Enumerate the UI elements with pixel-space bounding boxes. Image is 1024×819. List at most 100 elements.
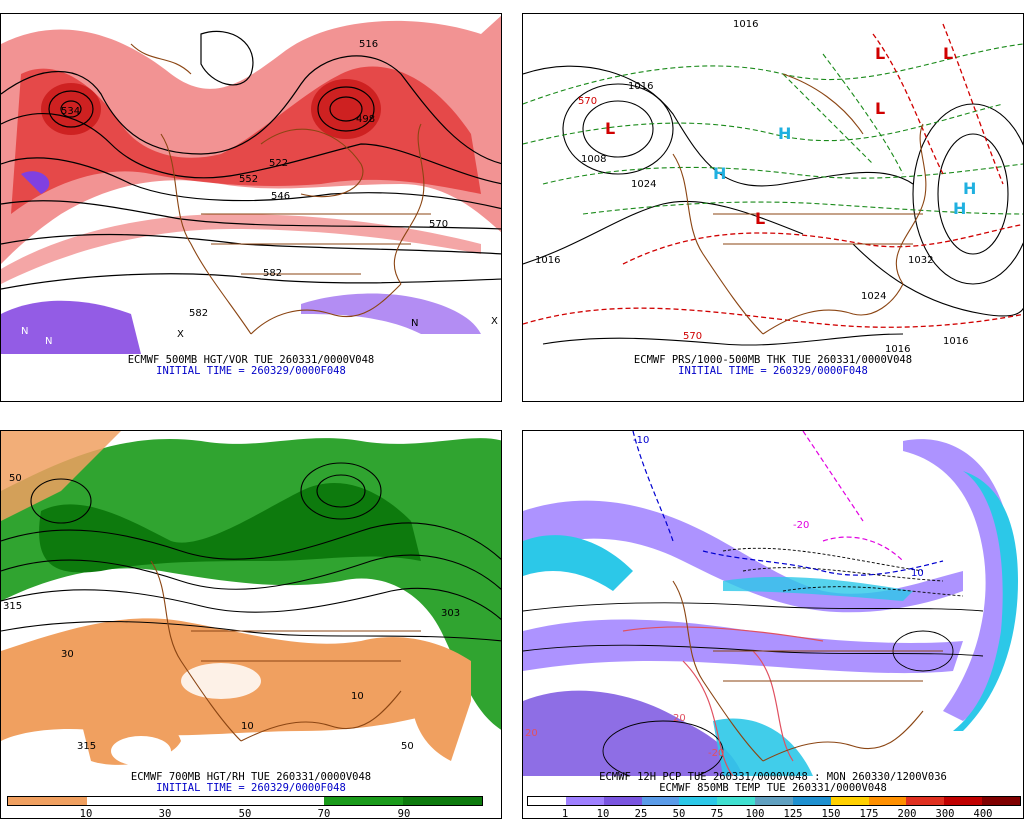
rh-colorbar-swatches — [7, 796, 483, 806]
vorticity-min-symbol: N — [21, 326, 28, 337]
colorbar-swatch — [603, 797, 642, 805]
caption: ECMWF 700MB HGT/RH TUE 260331/0000V048 I… — [1, 772, 501, 794]
map-700mb-hgt-rh: 303 315 30 50 10 315 10 50 — [1, 431, 501, 766]
contour-label: 10 — [351, 691, 364, 702]
map-prs-thickness: L L L L L H H H H 1016 1016 1008 1024 10… — [523, 19, 1023, 355]
contour-labels: 516 522 552 546 498 570 582 582 534 — [61, 39, 448, 319]
colorbar-tick: 25 — [634, 808, 648, 819]
vorticity-symbols: N N N X X — [21, 316, 498, 347]
colorbar-tick: 50 — [672, 808, 686, 819]
colorbar-swatch — [166, 797, 245, 805]
contour-label: 1008 — [581, 154, 606, 165]
contour-labels: 1016 1016 1008 1024 1016 1032 1024 1016 … — [535, 19, 968, 355]
colorbar-tick: 400 — [973, 808, 993, 819]
low-pressure-symbol: L — [755, 209, 765, 228]
rh-colorbar: 10 30 50 70 90 — [7, 796, 483, 819]
contour-label: 570 — [683, 331, 702, 342]
contour-label: 534 — [61, 106, 80, 117]
contour-label: 10 — [911, 568, 924, 579]
caption-init-time: INITIAL TIME = 260329/0000F048 — [156, 365, 346, 377]
colorbar-tick: 10 — [79, 808, 93, 819]
contour-label: 50 — [9, 473, 22, 484]
colorbar-tick: 200 — [897, 808, 917, 819]
contour-label: 315 — [3, 601, 22, 612]
colorbar-swatch — [679, 797, 718, 805]
colorbar-tick: 125 — [783, 808, 803, 819]
contour-label: 570 — [578, 96, 597, 107]
colorbar-swatch — [87, 797, 166, 805]
contour-label: 1016 — [733, 19, 758, 30]
contour-label: 570 — [429, 219, 448, 230]
panel-12h-pcp-850mb-temp: -10 10 -20 20 20 -20 ECMWF 12H PCP TUE 2… — [522, 430, 1024, 819]
colorbar-swatch — [245, 797, 324, 805]
low-pressure-symbol: L — [605, 119, 615, 138]
colorbar-tick: 90 — [397, 808, 411, 819]
colorbar-tick: 175 — [859, 808, 879, 819]
contour-label: 20 — [525, 728, 538, 739]
caption: ECMWF PRS/1000-500MB THK TUE 260331/0000… — [523, 355, 1023, 377]
colorbar-swatch — [944, 797, 983, 805]
colorbar-tick: 10 — [596, 808, 610, 819]
colorbar-swatch — [868, 797, 907, 805]
colorbar-swatch — [641, 797, 680, 805]
contour-labels: 303 315 30 50 10 315 10 50 — [3, 473, 460, 752]
colorbar-tick: 100 — [745, 808, 765, 819]
contour-label: 315 — [77, 741, 96, 752]
high-pressure-symbol: H — [713, 164, 726, 183]
contour-label: 303 — [441, 608, 460, 619]
colorbar-tick: 75 — [710, 808, 724, 819]
high-pressure-symbol: H — [963, 179, 976, 198]
caption-title: ECMWF PRS/1000-500MB THK TUE 260331/0000… — [633, 354, 913, 366]
caption-init-time: INITIAL TIME = 260329/0000F048 — [156, 782, 346, 794]
caption: ECMWF 500MB HGT/VOR TUE 260331/0000V048 … — [1, 355, 501, 377]
contour-labels: -10 10 -20 20 20 -20 — [525, 435, 924, 759]
vorticity-max-symbol: X — [177, 329, 184, 340]
contour-label: 1024 — [861, 291, 886, 302]
contour-label: 582 — [189, 308, 208, 319]
contour-label: 1016 — [943, 336, 968, 347]
caption-title: ECMWF 500MB HGT/VOR TUE 260331/0000V048 — [127, 354, 375, 366]
map-12h-pcp-850mb-temp: -10 10 -20 20 20 -20 — [523, 431, 1018, 776]
caption-temp-title: ECMWF 850MB TEMP TUE 260331/0000V048 — [659, 782, 887, 794]
contour-label: 546 — [271, 191, 290, 202]
contour-label: -20 — [708, 748, 724, 759]
contour-label: 552 — [239, 174, 258, 185]
colorbar-swatch — [528, 797, 566, 805]
colorbar-swatch — [830, 797, 869, 805]
precip-colorbar-swatches — [527, 796, 1021, 806]
colorbar-tick: 50 — [238, 808, 252, 819]
vorticity-min-symbol: N — [411, 318, 418, 329]
colorbar-swatch — [565, 797, 604, 805]
low-pressure-symbol: L — [875, 44, 885, 63]
caption: ECMWF 12H PCP TUE 260331/0000V048 : MON … — [523, 772, 1023, 794]
contour-label: -20 — [793, 520, 809, 531]
contour-label: 10 — [241, 721, 254, 732]
low-pressure-symbol: L — [943, 44, 953, 63]
colorbar-swatch — [717, 797, 756, 805]
colorbar-tick: 150 — [821, 808, 841, 819]
colorbar-swatch — [403, 797, 482, 805]
caption-init-time: INITIAL TIME = 260329/0000F048 — [678, 365, 868, 377]
colorbar-swatch — [8, 797, 87, 805]
high-pressure-symbol: H — [778, 124, 791, 143]
contour-label: 1016 — [535, 255, 560, 266]
panel-500mb-hgt-vor: 516 522 552 546 498 570 582 582 534 N N … — [0, 13, 502, 402]
contour-label: -10 — [633, 435, 649, 446]
colorbar-tick: 1 — [561, 808, 569, 819]
colorbar-tick: 30 — [158, 808, 172, 819]
contour-label: 582 — [263, 268, 282, 279]
contour-label: 1032 — [908, 255, 933, 266]
caption-title: ECMWF 12H PCP TUE 260331/0000V048 : MON … — [599, 771, 947, 783]
contour-label: 1016 — [885, 344, 910, 355]
colorbar-swatch — [324, 797, 403, 805]
contour-label: 1024 — [631, 179, 656, 190]
contour-label: 20 — [673, 713, 686, 724]
contour-label: 1016 — [628, 81, 653, 92]
contour-label: 522 — [269, 158, 288, 169]
panel-700mb-hgt-rh: 303 315 30 50 10 315 10 50 ECMWF 700MB H… — [0, 430, 502, 819]
low-pressure-symbol: L — [875, 99, 885, 118]
contour-label: 498 — [356, 114, 375, 125]
vorticity-min-symbol: N — [45, 336, 52, 347]
colorbar-swatch — [792, 797, 831, 805]
pressure-centers: L L L L L H H H H — [605, 44, 976, 228]
